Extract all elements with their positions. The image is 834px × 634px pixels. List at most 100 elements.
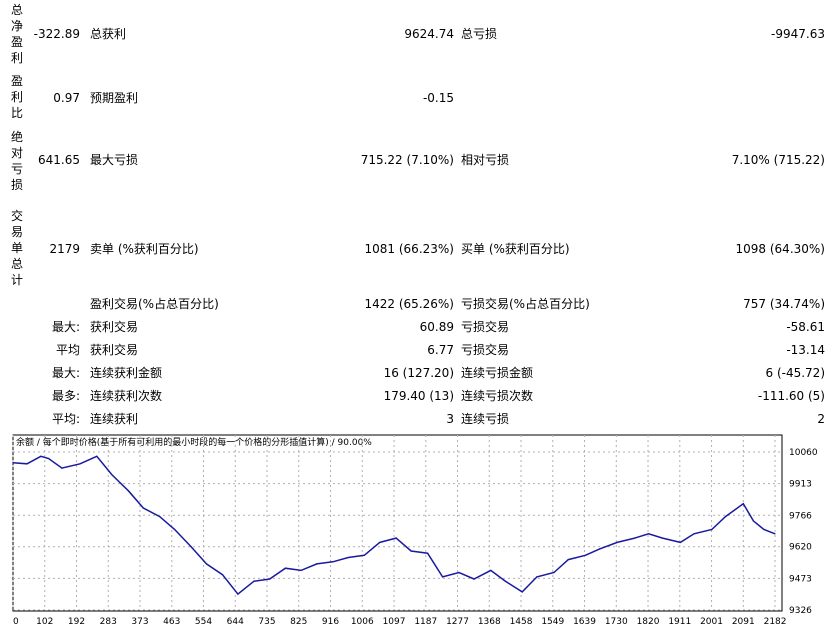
balance-point [12, 462, 14, 464]
x-tick-label: 0 [13, 617, 19, 627]
plot-area [12, 434, 783, 612]
largest-profit-value: 60.89 [419, 320, 454, 334]
y-axis: 10060 9913 9766 9620 9473 9326 [789, 448, 818, 616]
x-tick-label: 102 [36, 617, 53, 627]
balance-point [567, 559, 569, 561]
balance-point [693, 533, 695, 535]
x-tick-label: 1730 [605, 617, 628, 627]
expected-payoff-value: -0.15 [422, 91, 454, 105]
balance-point [536, 576, 538, 578]
balance-point [742, 503, 744, 505]
y-tick-label: 9913 [789, 480, 812, 490]
loss-trades-label: 亏损交易(%占总百分比) [461, 297, 590, 311]
x-tick-label: 1006 [351, 617, 374, 627]
balance-point [521, 591, 523, 593]
balance-point [190, 546, 192, 548]
balance-point [174, 528, 176, 531]
maximal-drawdown-value: 715.22 (7.10%) [360, 153, 454, 167]
average-loss-label: 亏损交易 [461, 343, 510, 357]
average-consecutive-prefix: 平均: [51, 412, 80, 426]
maximal-consecutive-profit-label: 连续获利次数 [90, 389, 163, 403]
balance-point [26, 463, 28, 465]
balance-point [237, 593, 239, 595]
y-tick-label: 9620 [789, 543, 812, 553]
balance-point [221, 574, 224, 576]
y-tick-label: 9326 [789, 606, 812, 616]
balance-point [347, 556, 349, 559]
balance-point [763, 528, 765, 531]
balance-point [253, 580, 255, 582]
average-prefix: 平均 [55, 343, 80, 357]
balance-point [504, 580, 506, 582]
balance-point [96, 455, 98, 457]
balance-chart: 余额 / 每个即时价格(基于所有可利用的最小时段的每一个价格的分形插值计算) /… [0, 434, 834, 634]
balance-point [599, 548, 601, 550]
balance-point [634, 537, 636, 539]
balance-point [442, 576, 444, 578]
side-label-total-net-profit: 总净盈利 [11, 3, 24, 65]
balance-point [724, 516, 727, 518]
balance-point [127, 490, 129, 492]
balance-point [395, 537, 397, 539]
profit-factor-value: 0.97 [53, 91, 80, 105]
balance-point [427, 552, 429, 554]
balance-point [379, 541, 381, 543]
largest-profit-label: 获利交易 [90, 320, 139, 334]
balance-chart-svg: 余额 / 每个即时价格(基于所有可利用的最小时段的每一个价格的分形插值计算) /… [12, 434, 818, 627]
side-label-total-trades: 交易单总计 [11, 209, 24, 287]
gross-profit-value: 9624.74 [404, 27, 454, 41]
balance-point [616, 541, 618, 543]
largest-prefix: 最大: [51, 320, 80, 334]
x-tick-label: 554 [195, 617, 212, 627]
x-tick-label: 1911 [668, 617, 691, 627]
balance-point [473, 578, 475, 580]
maximal-consecutive-loss-label: 连续亏损次数 [461, 389, 534, 403]
x-tick-label: 2001 [700, 617, 723, 627]
profit-trades-label: 盈利交易(%占总百分比) [90, 297, 219, 311]
x-tick-label: 1820 [637, 617, 660, 627]
balance-point [679, 541, 682, 543]
average-consecutive-losses-label: 连续亏损 [461, 412, 510, 426]
x-tick-label: 373 [131, 617, 148, 627]
x-tick-label: 1639 [573, 617, 596, 627]
balance-point [584, 554, 587, 556]
balance-point [774, 533, 776, 535]
balance-point [332, 561, 334, 563]
gross-profit-label: 总获利 [90, 27, 127, 41]
expected-payoff-label: 预期盈利 [90, 91, 139, 105]
average-profit-label: 获利交易 [90, 343, 139, 357]
long-positions-label: 买单 (%获利百分比) [461, 242, 570, 256]
maximal-consecutive-prefix: 最多: [51, 389, 80, 403]
x-tick-label: 735 [258, 617, 275, 627]
profit-trades-value: 1422 (65.26%) [364, 297, 454, 311]
side-label-absolute-drawdown: 绝对亏损 [11, 130, 24, 192]
balance-point [205, 563, 208, 565]
x-tick-label: 1458 [510, 617, 533, 627]
x-tick-label: 1097 [383, 617, 406, 627]
average-consecutive-wins-value: 3 [446, 412, 454, 426]
short-positions-label: 卖单 (%获利百分比) [90, 242, 199, 256]
balance-point [300, 569, 302, 571]
grid [12, 435, 782, 611]
balance-point [111, 474, 113, 476]
largest-loss-label: 亏损交易 [461, 320, 510, 334]
balance-point [553, 571, 555, 574]
x-tick-label: 2091 [732, 617, 755, 627]
max-consecutive-wins-label: 连续获利金额 [90, 366, 163, 380]
balance-point [410, 550, 412, 552]
y-tick-label: 10060 [789, 448, 818, 458]
total-net-profit-value: -322.89 [33, 27, 80, 41]
relative-drawdown-value: 7.10% (715.22) [731, 153, 825, 167]
x-tick-label: 1368 [478, 617, 501, 627]
x-tick-label: 192 [68, 617, 85, 627]
balance-point [316, 563, 318, 565]
max-consecutive-losses-value: 6 (-45.72) [765, 366, 826, 380]
backtest-report: 总净盈利 -322.89 总获利 9624.74 总亏损 -9947.63 盈利… [11, 3, 826, 426]
average-profit-value: 6.77 [427, 343, 454, 357]
balance-point [48, 457, 50, 460]
x-tick-label: 2182 [764, 617, 787, 627]
balance-point [40, 455, 42, 457]
balance-point [142, 507, 144, 509]
x-tick-label: 825 [290, 617, 307, 627]
side-label-profit-factor: 盈利比 [11, 74, 24, 120]
